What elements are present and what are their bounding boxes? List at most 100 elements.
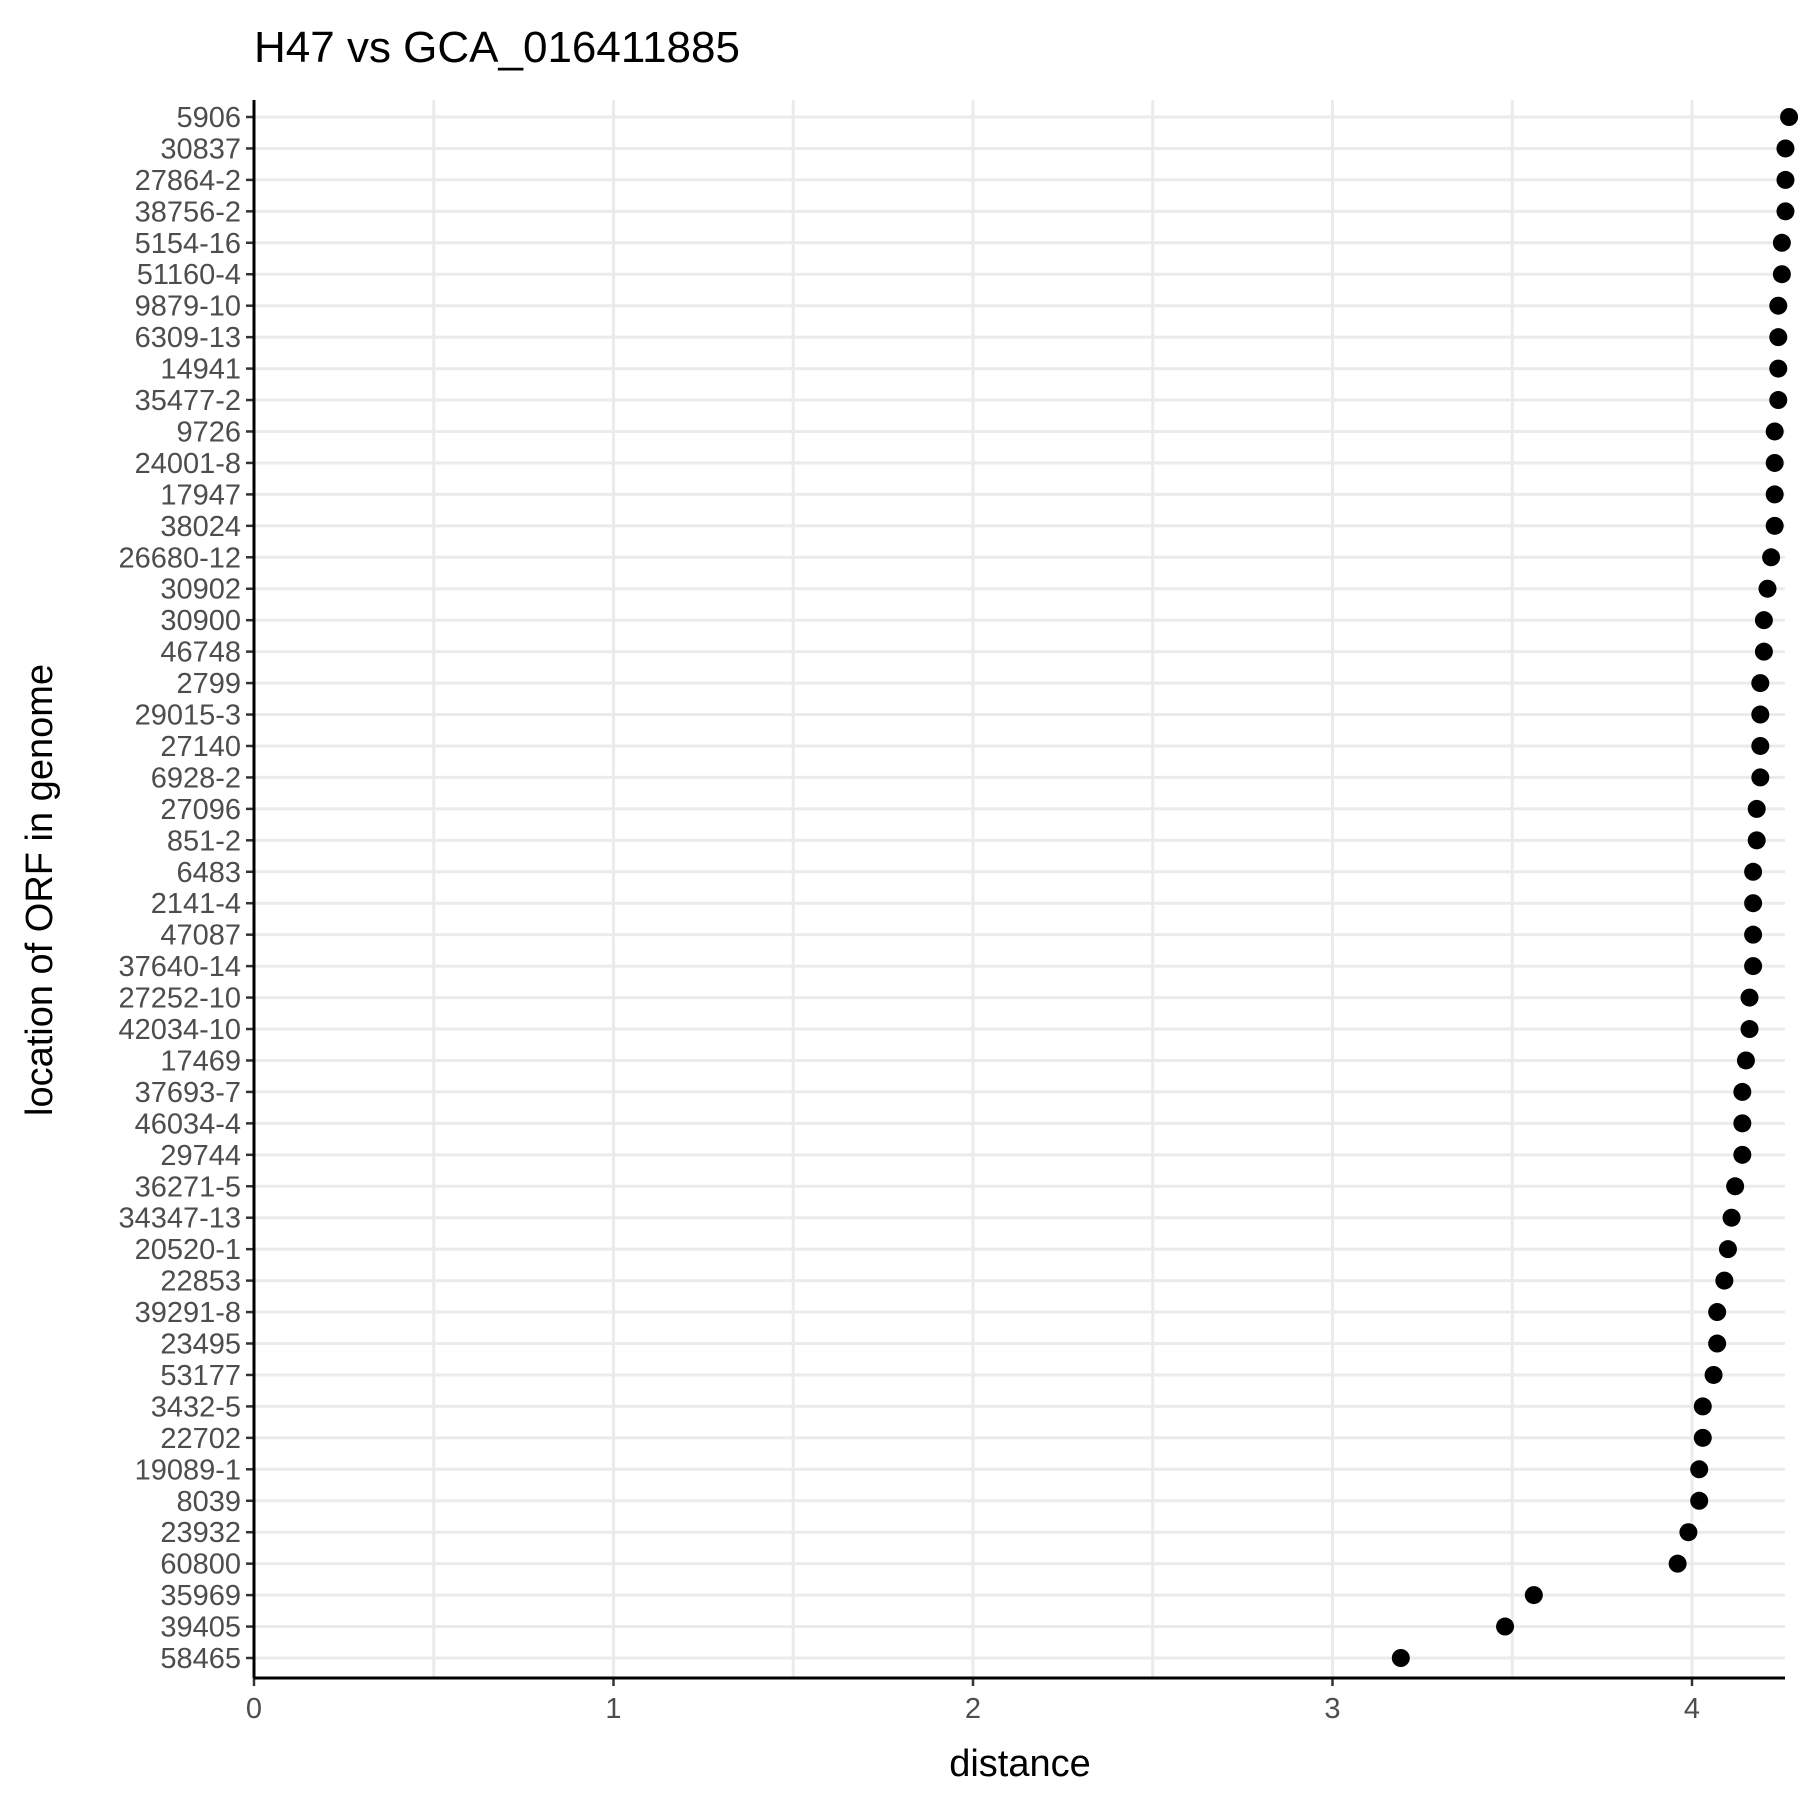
data-point (1751, 736, 1770, 755)
data-point (1747, 831, 1766, 850)
data-point (1776, 170, 1795, 189)
y-tick-label: 38756-2 (135, 196, 241, 228)
data-point (1765, 485, 1784, 504)
y-tick-label: 6483 (176, 857, 241, 889)
x-tick-label: 4 (1684, 1693, 1700, 1725)
x-tick-label: 2 (965, 1693, 981, 1725)
data-point (1391, 1649, 1410, 1667)
data-point (1744, 925, 1763, 944)
y-axis-ticks: 59063083727864-238756-25154-1651160-4987… (118, 102, 254, 1675)
y-tick-label: 23932 (160, 1517, 241, 1549)
y-tick-label: 29744 (160, 1140, 241, 1172)
data-point (1496, 1617, 1515, 1636)
data-point (1758, 579, 1777, 598)
y-tick-label: 3432-5 (151, 1391, 241, 1423)
data-point (1740, 988, 1759, 1007)
data-point (1722, 1208, 1741, 1227)
data-point (1524, 1586, 1543, 1605)
y-tick-label: 9879-10 (135, 291, 241, 323)
data-point (1780, 108, 1799, 126)
y-tick-label: 30837 (160, 133, 241, 165)
y-tick-label: 19089-1 (135, 1454, 241, 1486)
x-tick-label: 0 (246, 1693, 262, 1725)
y-axis-title: location of ORF in genome (19, 664, 61, 1116)
data-point (1776, 139, 1795, 158)
data-point (1744, 957, 1763, 976)
data-point (1769, 296, 1788, 315)
data-point (1769, 391, 1788, 410)
y-tick-label: 26680-12 (118, 542, 241, 574)
data-point (1769, 328, 1788, 347)
y-tick-label: 38024 (160, 511, 241, 543)
data-point (1690, 1460, 1709, 1479)
data-point (1693, 1428, 1712, 1447)
y-tick-label: 851-2 (167, 825, 241, 857)
data-point (1708, 1303, 1727, 1322)
data-point (1668, 1554, 1687, 1573)
data-point (1744, 862, 1763, 881)
data-point (1765, 422, 1784, 441)
y-tick-label: 22702 (160, 1423, 241, 1455)
y-tick-label: 27252-10 (118, 983, 241, 1015)
y-tick-label: 20520-1 (135, 1234, 241, 1266)
data-point (1772, 265, 1791, 284)
y-tick-label: 60800 (160, 1549, 241, 1581)
data-point (1747, 799, 1766, 818)
data-point (1751, 768, 1770, 787)
x-axis-title: distance (949, 1743, 1091, 1785)
data-point (1765, 453, 1784, 472)
y-tick-label: 39291-8 (135, 1297, 241, 1329)
data-point (1751, 674, 1770, 693)
y-tick-label: 51160-4 (137, 259, 241, 291)
y-tick-label: 23495 (160, 1329, 241, 1361)
y-tick-label: 36271-5 (135, 1171, 241, 1203)
y-tick-label: 27864-2 (135, 165, 241, 197)
data-point (1736, 1051, 1755, 1070)
y-tick-label: 58465 (160, 1643, 241, 1675)
y-tick-label: 47087 (160, 920, 241, 952)
y-tick-label: 30902 (160, 574, 241, 606)
y-tick-label: 30900 (160, 605, 241, 637)
y-tick-label: 8039 (176, 1486, 241, 1518)
data-point (1765, 516, 1784, 535)
y-tick-label: 29015-3 (135, 700, 241, 732)
data-point (1690, 1491, 1709, 1510)
y-tick-label: 17469 (160, 1045, 241, 1077)
data-point (1744, 894, 1763, 913)
y-tick-label: 27140 (160, 731, 241, 763)
y-tick-label: 14941 (160, 354, 241, 386)
data-point (1769, 359, 1788, 378)
y-tick-label: 2799 (176, 668, 241, 700)
y-tick-label: 5154-16 (135, 228, 241, 260)
data-point (1751, 705, 1770, 724)
data-point (1715, 1271, 1734, 1290)
data-point (1718, 1240, 1737, 1259)
data-point (1733, 1082, 1752, 1101)
y-tick-label: 42034-10 (118, 1014, 241, 1046)
y-tick-label: 37640-14 (118, 951, 241, 983)
data-points (1391, 108, 1799, 1667)
y-tick-label: 2141-4 (151, 888, 241, 920)
x-tick-label: 3 (1324, 1693, 1340, 1725)
y-tick-label: 17947 (160, 479, 241, 511)
y-tick-label: 46034-4 (135, 1108, 241, 1140)
y-tick-label: 39405 (160, 1612, 241, 1644)
data-point (1762, 548, 1781, 567)
data-point (1754, 642, 1773, 661)
x-axis-ticks: 0 1 2 3 4 (246, 1678, 1700, 1725)
y-tick-label: 35477-2 (135, 385, 241, 417)
data-point (1740, 1020, 1759, 1039)
grid-lines (252, 100, 1785, 1678)
y-tick-label: 35969 (160, 1580, 241, 1612)
y-tick-label: 5906 (176, 102, 241, 134)
data-point (1708, 1334, 1727, 1353)
y-tick-label: 46748 (160, 637, 241, 669)
data-point (1693, 1397, 1712, 1416)
y-tick-label: 27096 (160, 794, 241, 826)
data-point (1679, 1523, 1698, 1542)
data-point (1704, 1365, 1723, 1384)
y-tick-label: 22853 (160, 1266, 241, 1298)
y-tick-label: 34347-13 (118, 1203, 241, 1235)
data-point (1772, 233, 1791, 252)
y-tick-label: 37693-7 (135, 1077, 241, 1109)
